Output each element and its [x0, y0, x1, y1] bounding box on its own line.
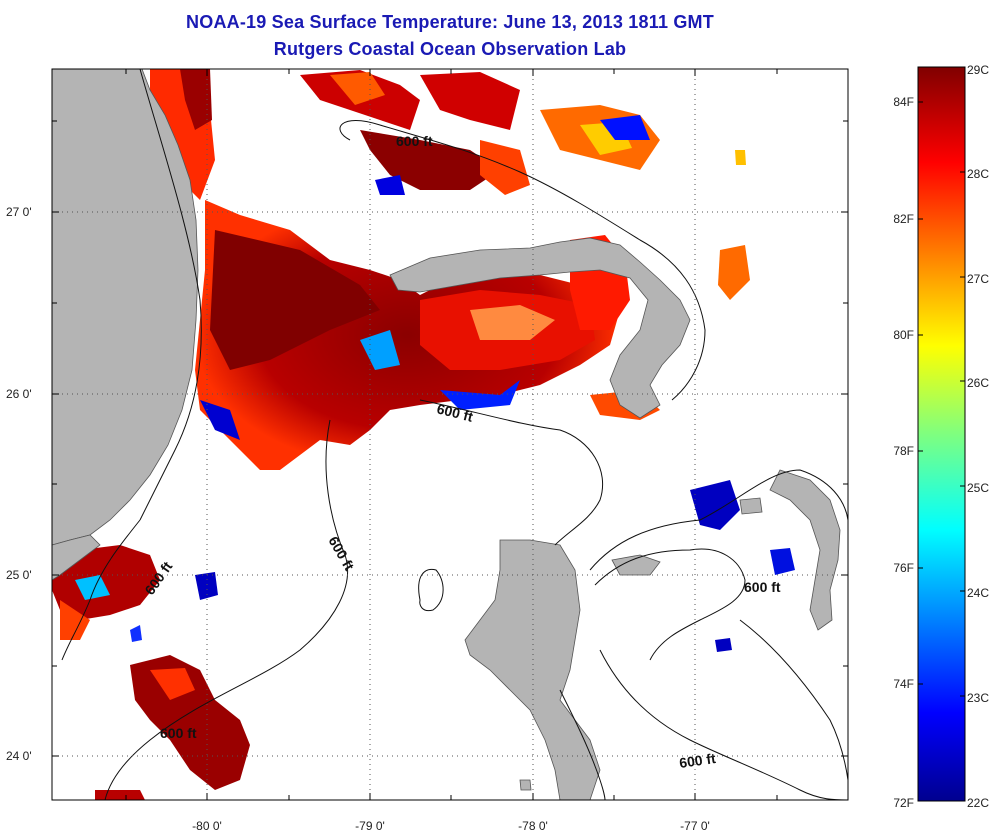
colorbar-f-label: 72F — [893, 796, 914, 810]
map-frame — [51, 68, 849, 801]
colorbar-f-label: 82F — [893, 212, 914, 226]
lon-label: -78 0' — [518, 819, 548, 833]
lat-label: 24 0' — [6, 749, 32, 763]
lat-label: 25 0' — [6, 568, 32, 582]
axis-ticks — [52, 69, 848, 800]
contour-label-6: 600 ft — [678, 750, 717, 771]
bathymetry-contours — [61, 69, 848, 800]
colorbar: 29C 28C 27C 26C 25C 24C 23C 22C 84F 82F … — [893, 63, 989, 810]
colorbar-c-label: 24C — [967, 586, 989, 600]
contour-label-5: 600 ft — [160, 725, 197, 741]
colorbar-c-label: 22C — [967, 796, 989, 810]
colorbar-f-label: 78F — [893, 444, 914, 458]
colorbar-c-label: 27C — [967, 272, 989, 286]
lon-label: -80 0' — [192, 819, 222, 833]
colorbar-c-label: 23C — [967, 691, 989, 705]
lat-label: 27 0' — [6, 205, 32, 219]
colorbar-gradient — [917, 66, 966, 802]
map-title: NOAA-19 Sea Surface Temperature: June 13… — [186, 12, 714, 32]
lon-label: -79 0' — [355, 819, 385, 833]
contour-label-1: 600 ft — [396, 133, 433, 149]
lat-label: 26 0' — [6, 387, 32, 401]
latitude-labels: 27 0' 26 0' 25 0' 24 0' — [6, 205, 32, 763]
contour-label-7: 600 ft — [744, 579, 781, 595]
colorbar-c-label: 29C — [967, 63, 989, 77]
graticule — [52, 69, 848, 800]
colorbar-c-label: 25C — [967, 481, 989, 495]
colorbar-f-label: 84F — [893, 95, 914, 109]
colorbar-c-label: 28C — [967, 167, 989, 181]
longitude-labels: -80 0' -79 0' -78 0' -77 0' — [192, 819, 710, 833]
map-subtitle: Rutgers Coastal Ocean Observation Lab — [273, 39, 627, 59]
colorbar-c-label: 26C — [967, 376, 989, 390]
lon-label: -77 0' — [680, 819, 710, 833]
colorbar-f-label: 74F — [893, 677, 914, 691]
colorbar-f-label: 80F — [893, 328, 914, 342]
colorbar-f-label: 76F — [893, 561, 914, 575]
